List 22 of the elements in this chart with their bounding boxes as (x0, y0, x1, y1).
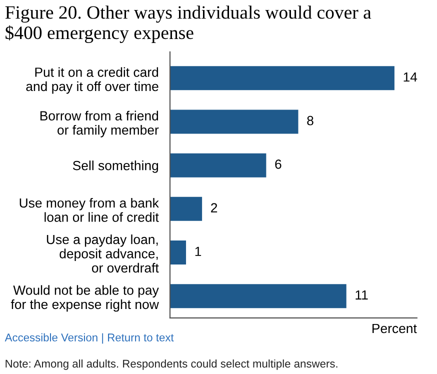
y-tick-label: Put it on a credit card and pay it off over time (26, 67, 158, 94)
text: Accessible Version | Return to text (4, 333, 174, 344)
chart-title: Figure 20. Other ways individuals would cover a $400 emergency expense (5, 6, 372, 44)
bar (170, 240, 186, 264)
text: Note: Among all adults. Respondents could select multiple answers. (6, 359, 338, 370)
bar (170, 196, 202, 221)
bar (170, 153, 266, 178)
x-axis-title: Percent (372, 324, 417, 334)
data-label: 1 (195, 246, 202, 256)
data-label: 6 (275, 160, 282, 169)
y-tick-label: Would not be able to pay for the expense right now (10, 285, 159, 312)
data-label: 2 (211, 203, 218, 212)
bar (170, 66, 394, 90)
y-tick-label: Use a payday loan, deposit advance, or overdraft (46, 234, 159, 273)
data-label: 14 (404, 72, 418, 82)
y-tick-label: Sell something (72, 160, 158, 173)
data-label: 8 (307, 116, 314, 126)
data-label: 11 (356, 290, 368, 300)
bar (170, 284, 346, 308)
bar (170, 110, 298, 134)
y-tick-label: Borrow from a friend or family member (40, 110, 159, 138)
y-tick-label: Use money from a bank loan or line of credit (20, 198, 159, 222)
